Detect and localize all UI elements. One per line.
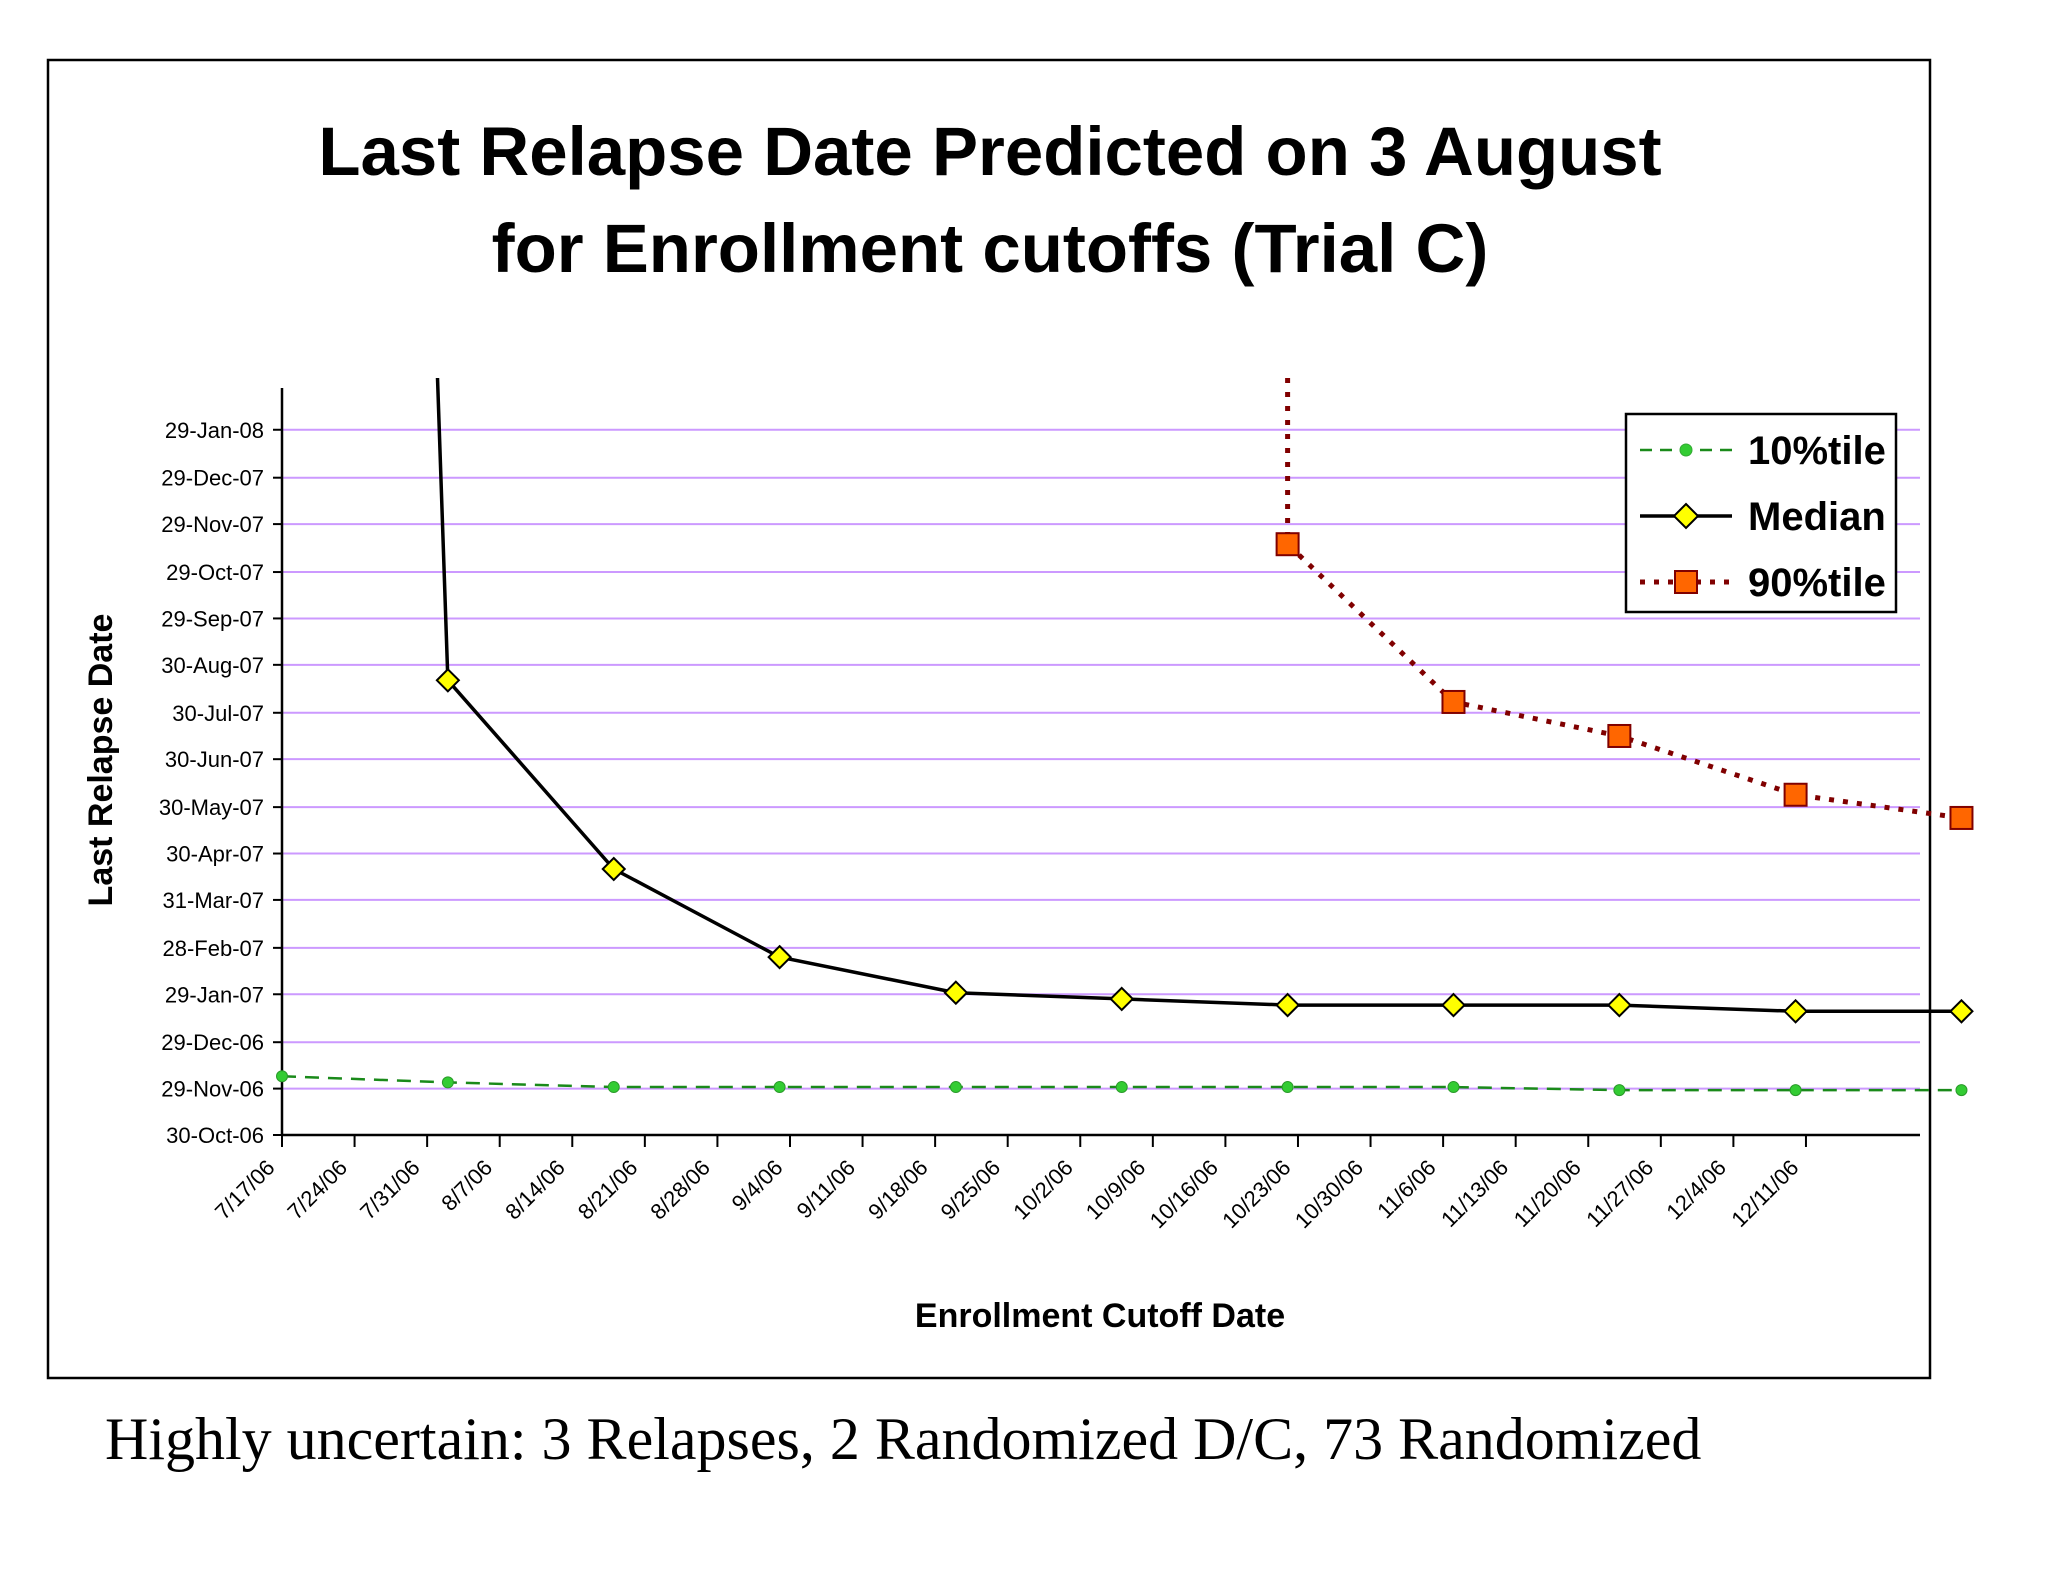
axes (273, 388, 1920, 1147)
y-tick-label: 29-Dec-07 (161, 466, 264, 491)
y-tick-label: 31-Mar-07 (163, 888, 264, 913)
y-tick-label: 30-Apr-07 (166, 842, 264, 867)
data-point-10-tile (1115, 1081, 1128, 1094)
y-tick-label: 29-Nov-07 (161, 512, 264, 537)
data-point-median (1949, 998, 1974, 1024)
legend-marker-median (1672, 502, 1700, 530)
series-line-90-tile (1285, 378, 1962, 821)
chart-frame (46, 58, 1932, 1380)
y-tick-label: 29-Jan-08 (165, 418, 264, 443)
y-tick-label: 30-Aug-07 (161, 653, 264, 678)
series-median (435, 377, 1974, 1024)
legend-marker-10pct (1679, 443, 1693, 457)
data-point-10-tile (1955, 1084, 1968, 1097)
y-tick-label: 29-Oct-07 (166, 560, 264, 585)
series (276, 377, 1974, 1097)
legend-label-90pct: 90%tile (1748, 561, 1886, 605)
y-tick-label: 28-Feb-07 (162, 936, 264, 961)
y-tick-labels: 30-Oct-06 29-Nov-06 29-Dec-06 29-Jan-07 28-F… (159, 418, 264, 1148)
legend-box (1624, 412, 1898, 614)
data-point-median (1275, 992, 1301, 1018)
data-point-median (943, 980, 969, 1006)
y-tick-label: 30-Jun-07 (165, 747, 264, 772)
legend-item-90pct: 90%tile (1640, 561, 1886, 605)
y-axis-title: Last Relapse Date (82, 614, 120, 907)
data-point-10-tile (441, 1076, 454, 1089)
data-point-median (1606, 992, 1632, 1018)
legend: 10%tile Median 90%tile (1624, 412, 1898, 614)
data-point-90-tile (1783, 782, 1808, 807)
y-tick-label: 30-Oct-06 (166, 1123, 264, 1148)
caption: Highly uncertain: 3 Relapses, 2 Randomiz… (105, 1406, 1702, 1472)
legend-item-median: Median (1640, 495, 1886, 539)
y-tick-label: 30-Jul-07 (172, 701, 264, 726)
data-point-10-tile (1613, 1084, 1626, 1097)
y-tick-label: 29-Jan-07 (165, 982, 264, 1007)
data-point-10-tile (276, 1070, 288, 1083)
y-tick-label: 29-Sep-07 (161, 606, 264, 631)
data-point-10-tile (773, 1081, 786, 1094)
x-axis-title: Enrollment Cutoff Date (915, 1297, 1285, 1335)
series-90-tile (1275, 378, 1974, 830)
legend-item-10pct: 10%tile (1640, 429, 1886, 473)
data-point-10-tile (949, 1081, 962, 1094)
data-point-median (435, 667, 461, 693)
data-point-90-tile (1949, 805, 1974, 830)
data-point-10-tile (1447, 1081, 1460, 1094)
legend-marker-90pct (1674, 570, 1698, 594)
data-point-median (767, 944, 793, 970)
data-point-median (1441, 992, 1466, 1018)
legend-label-median: Median (1748, 495, 1886, 539)
y-tick-label: 29-Nov-06 (161, 1077, 264, 1102)
data-point-90-tile (1275, 532, 1300, 557)
grid (282, 428, 1920, 1090)
data-point-median (1783, 998, 1809, 1024)
data-point-median (601, 856, 627, 882)
chart-subtitle: for Enrollment cutoffs (Trial C) (492, 210, 1489, 287)
y-tick-label: 29-Dec-06 (161, 1030, 264, 1055)
data-point-median (1109, 986, 1135, 1012)
data-point-10-tile (1789, 1084, 1802, 1097)
data-point-10-tile (1281, 1081, 1294, 1094)
legend-label-10pct: 10%tile (1748, 429, 1886, 473)
chart-title: Last Relapse Date Predicted on 3 August (318, 113, 1661, 190)
data-point-10-tile (607, 1081, 620, 1094)
y-tick-label: 30-May-07 (159, 795, 264, 820)
data-point-90-tile (1607, 723, 1632, 748)
series-10-tile (276, 1070, 1968, 1097)
data-point-90-tile (1441, 689, 1466, 714)
